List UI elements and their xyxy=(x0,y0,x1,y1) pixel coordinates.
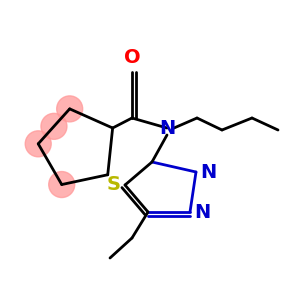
Circle shape xyxy=(25,131,51,157)
Text: N: N xyxy=(200,163,216,182)
Circle shape xyxy=(57,96,83,122)
Text: N: N xyxy=(159,118,175,137)
Circle shape xyxy=(41,113,67,139)
Text: O: O xyxy=(124,48,140,67)
Text: S: S xyxy=(107,176,121,194)
Circle shape xyxy=(49,172,75,197)
Text: N: N xyxy=(194,202,210,221)
